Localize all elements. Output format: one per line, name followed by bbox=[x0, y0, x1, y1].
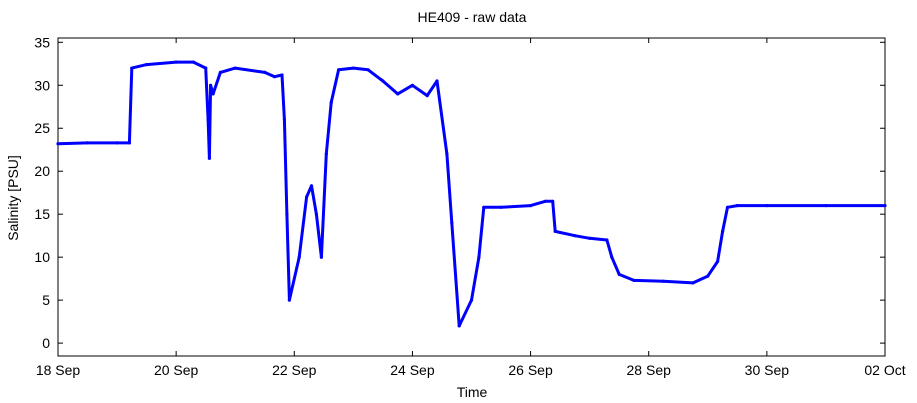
y-tick-label: 20 bbox=[34, 163, 50, 179]
data-point bbox=[263, 70, 267, 74]
y-tick-label: 30 bbox=[34, 77, 50, 93]
series-layer bbox=[56, 60, 887, 328]
data-point bbox=[280, 73, 284, 77]
data-point bbox=[56, 142, 60, 146]
data-point bbox=[824, 204, 828, 208]
y-tick-label: 15 bbox=[34, 206, 50, 222]
data-point bbox=[309, 184, 314, 188]
data-point bbox=[337, 68, 341, 72]
data-point bbox=[543, 199, 547, 203]
data-point bbox=[282, 118, 286, 122]
data-point bbox=[435, 79, 439, 83]
data-point bbox=[573, 234, 577, 238]
data-point bbox=[218, 70, 222, 74]
data-point bbox=[174, 60, 178, 64]
data-point bbox=[725, 205, 730, 209]
data-point bbox=[127, 141, 131, 145]
x-tick-label: 24 Sep bbox=[390, 362, 435, 378]
x-tick-label: 30 Sep bbox=[745, 362, 790, 378]
data-point bbox=[610, 255, 614, 259]
data-point bbox=[351, 66, 355, 70]
data-point bbox=[130, 66, 134, 70]
data-point bbox=[273, 75, 277, 79]
data-point bbox=[450, 221, 454, 225]
y-axis-ticks: 0 5 10 15 20 25 30 35 bbox=[34, 34, 885, 351]
data-point bbox=[477, 255, 481, 259]
data-point bbox=[445, 152, 449, 156]
data-point bbox=[314, 212, 318, 216]
data-point bbox=[285, 212, 289, 216]
y-tick-label: 10 bbox=[34, 249, 50, 265]
x-tick-label: 02 Oct bbox=[864, 362, 905, 378]
y-axis-label: Salinity [PSU] bbox=[5, 155, 21, 241]
data-point bbox=[551, 199, 555, 203]
x-axis-label: Time bbox=[457, 384, 488, 400]
data-point bbox=[305, 195, 309, 199]
data-point bbox=[115, 141, 119, 145]
data-point bbox=[553, 229, 557, 233]
data-point bbox=[209, 83, 213, 87]
data-point bbox=[605, 238, 609, 242]
x-tick-label: 26 Sep bbox=[508, 362, 553, 378]
data-point bbox=[706, 274, 710, 278]
data-point bbox=[211, 92, 215, 96]
data-point bbox=[469, 298, 474, 302]
data-point bbox=[661, 279, 666, 283]
y-tick-label: 0 bbox=[42, 335, 50, 351]
data-point bbox=[319, 255, 323, 259]
data-point bbox=[206, 118, 210, 122]
data-point bbox=[457, 324, 461, 328]
data-point bbox=[499, 205, 503, 209]
data-point bbox=[691, 281, 695, 285]
data-point bbox=[85, 141, 90, 145]
data-point bbox=[529, 204, 533, 208]
x-tick-label: 28 Sep bbox=[627, 362, 672, 378]
data-point bbox=[482, 205, 486, 209]
data-point bbox=[204, 66, 208, 70]
x-axis-ticks: 18 Sep 20 Sep 22 Sep 24 Sep 26 Sep 28 Sep 30 S… bbox=[36, 38, 906, 378]
data-point bbox=[735, 204, 739, 208]
plot-area: 18 Sep 20 Sep 22 Sep 24 Sep 26 Sep 28 Sep 30 S… bbox=[34, 34, 905, 378]
data-point bbox=[297, 255, 301, 259]
data-point bbox=[366, 68, 370, 72]
salinity-trace bbox=[57, 60, 885, 328]
chart-title: HE409 - raw data bbox=[418, 9, 527, 25]
data-point bbox=[233, 66, 237, 70]
data-point bbox=[883, 204, 887, 208]
data-point bbox=[425, 94, 429, 98]
y-tick-label: 5 bbox=[42, 292, 50, 308]
data-point bbox=[324, 152, 328, 156]
x-tick-label: 22 Sep bbox=[272, 362, 317, 378]
plot-frame bbox=[57, 37, 886, 357]
data-point bbox=[721, 229, 725, 233]
data-point bbox=[716, 259, 720, 264]
x-tick-label: 18 Sep bbox=[36, 362, 81, 378]
data-point bbox=[381, 79, 385, 83]
data-point bbox=[396, 92, 400, 96]
data-point bbox=[632, 278, 636, 282]
data-point bbox=[329, 100, 333, 105]
data-point bbox=[287, 298, 291, 302]
data-point bbox=[191, 60, 195, 64]
data-point bbox=[207, 156, 211, 160]
data-point bbox=[765, 204, 769, 208]
x-tick-label: 20 Sep bbox=[154, 362, 199, 378]
data-point bbox=[617, 272, 621, 276]
data-point bbox=[588, 236, 592, 240]
data-point bbox=[410, 83, 414, 87]
y-tick-label: 25 bbox=[34, 120, 50, 136]
data-point bbox=[145, 63, 149, 67]
y-tick-label: 35 bbox=[34, 34, 50, 50]
